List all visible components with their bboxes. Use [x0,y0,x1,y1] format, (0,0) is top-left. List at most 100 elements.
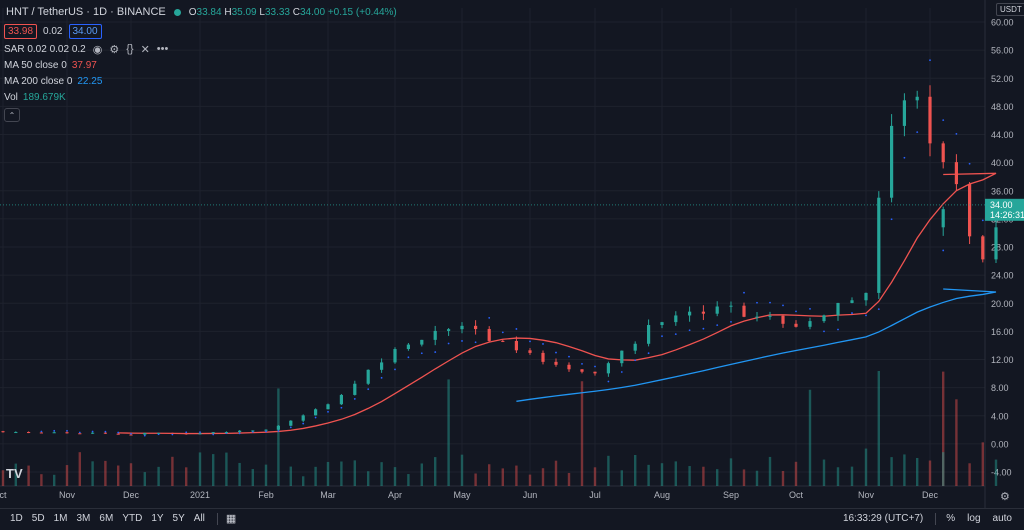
chart-settings-icon[interactable]: ⚙ [1000,491,1010,503]
timeframe-3m[interactable]: 3M [76,513,91,524]
candle-body [981,236,985,260]
volume-bar [567,472,571,486]
timeframe-1d[interactable]: 1D [10,513,23,524]
sar-dot [877,308,880,311]
volume-bar [877,371,880,486]
eye-icon[interactable]: ◉ [92,43,103,56]
settings-icon[interactable]: ⚙ [109,43,120,56]
collapse-legend-button[interactable]: ⌃ [4,108,20,122]
candle [433,325,437,346]
candle [514,336,518,354]
timeframe-ytd[interactable]: YTD [122,513,143,524]
candle [836,302,840,321]
timeframe-5d[interactable]: 5D [31,513,45,524]
x-tick-label: Dec [123,490,140,500]
ma200-label: MA 200 close 0 [4,75,73,87]
candle [647,319,651,347]
sar-dot [78,431,81,434]
sar-dot [647,352,650,355]
chevron-up-icon: ⌃ [8,110,16,120]
candle [941,206,945,236]
sar-dot [634,359,637,362]
y-tick-label: 0.00 [991,439,1009,449]
candle-body [91,432,95,434]
timeframe-6m[interactable]: 6M [99,513,114,524]
currency-badge[interactable]: USDT [996,3,1024,16]
volume-indicator[interactable]: Vol 189.679K [4,89,397,105]
timeframe-1y[interactable]: 1Y [151,513,164,524]
buy-button[interactable]: 34.00 [68,23,102,39]
candle [314,408,318,416]
volume-bar [212,454,215,486]
candle [129,434,133,436]
candle [380,358,384,373]
x-tick-label: Nov [858,490,875,500]
candle [633,341,637,354]
x-tick-label: Mar [320,490,336,500]
go-to-date-icon[interactable]: ▦ [225,513,237,525]
candle [393,347,397,364]
candle [184,433,188,435]
candle [541,350,545,365]
sar-dot [66,429,68,432]
candle [981,234,985,263]
symbol-title[interactable]: HNT / TetherUS · 1D · BINANCE [6,6,166,18]
sar-dot [104,430,107,433]
ma50-line [118,172,997,435]
candle-body [433,330,437,340]
volume-bar [488,464,491,486]
candle-body [103,432,107,434]
sar-dot [607,380,610,383]
chart-legend: HNT / TetherUS · 1D · BINANCE O33.84 H35… [4,4,397,122]
candle-body [380,362,384,370]
x-tick-label: Dec [922,490,939,500]
candle-body [836,302,840,316]
candle-body [52,432,56,434]
volume-bar [794,461,798,486]
y-tick-label: 20.00 [991,299,1014,309]
volume-bar [916,457,919,486]
sar-dot [353,398,356,400]
ma50-indicator[interactable]: MA 50 close 0 37.97 [4,57,397,73]
timeframe-1m[interactable]: 1M [53,513,68,524]
sar-dot [568,355,570,358]
more-icon[interactable]: ••• [156,43,169,55]
sar-dot [407,356,410,359]
sell-button[interactable]: 33.98 [4,23,38,39]
sar-dot [434,351,437,353]
sar-dot [823,330,825,333]
candle [198,432,202,435]
volume-bar [474,473,477,486]
volume-bar [955,399,958,486]
candle-body [701,311,705,314]
ma200-indicator[interactable]: MA 200 close 0 22.25 [4,73,397,89]
y-tick-label: -4.00 [991,468,1012,478]
auto-scale-button[interactable]: auto [992,513,1012,524]
candle-body [393,349,397,363]
source-code-icon[interactable]: {} [126,43,134,55]
sar-dot [265,430,267,433]
sar-indicator[interactable]: SAR 0.02 0.02 0.2 ◉ ⚙ {} ✕ ••• [4,41,397,57]
sar-dot [555,351,557,354]
volume-bar [393,467,397,486]
timeframe-all[interactable]: All [193,513,205,524]
timeframe-5y[interactable]: 5Y [172,513,185,524]
sar-dot [171,433,174,436]
x-tick-label: Jul [589,490,601,500]
candle-body [406,344,410,350]
candle-body [567,364,571,370]
candle-body [902,100,906,126]
divider [216,512,218,525]
candle-body [729,305,733,307]
percent-scale-button[interactable]: % [946,513,956,524]
ma200-value: 22.25 [77,75,103,87]
candle [554,358,558,367]
log-scale-button[interactable]: log [967,513,981,524]
close-icon[interactable]: ✕ [140,43,150,56]
candle-body [660,322,664,326]
sar-dot [620,371,623,373]
clock[interactable]: 16:33:29 (UTC+7) [842,513,924,524]
candle-body [143,433,147,435]
